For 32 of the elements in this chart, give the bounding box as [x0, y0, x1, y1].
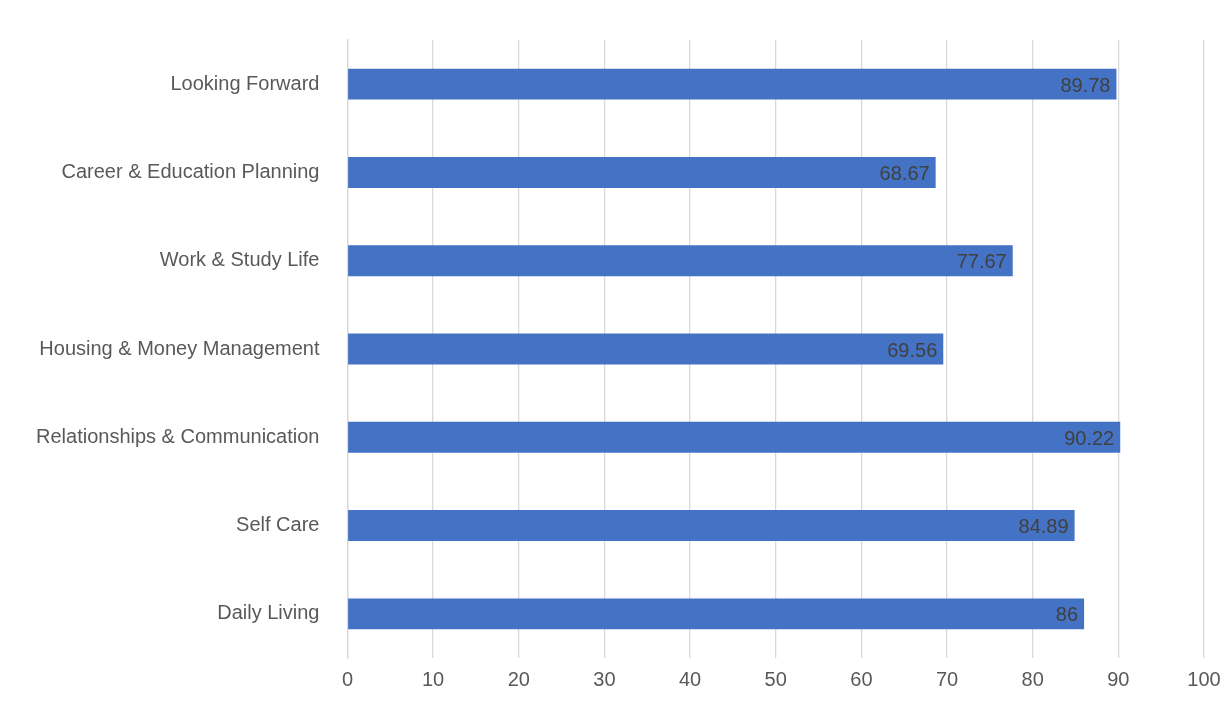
y-tick-label: Daily Living	[217, 601, 320, 624]
data-label: 68.67	[879, 161, 930, 184]
x-tick-label: 20	[507, 667, 530, 690]
x-tick-label: 10	[422, 667, 445, 690]
y-tick-label: Looking Forward	[170, 71, 320, 94]
bar	[348, 333, 944, 365]
data-label: 90.22	[1064, 426, 1115, 449]
y-tick-label: Housing & Money Management	[39, 336, 320, 359]
x-tick-label: 70	[935, 667, 959, 690]
bar	[348, 68, 1117, 100]
data-label: 84.89	[1018, 515, 1069, 538]
y-tick-label: Self Care	[236, 513, 320, 536]
x-tick-label: 50	[764, 667, 787, 690]
bar	[348, 156, 936, 188]
x-tick-label: 90	[1107, 667, 1130, 690]
y-tick-label: Career & Education Planning	[61, 159, 320, 182]
bar	[348, 421, 1121, 453]
bar	[348, 598, 1085, 630]
data-label: 77.67	[956, 250, 1007, 273]
data-label: 86	[1055, 603, 1079, 626]
x-tick-label: 60	[850, 667, 873, 690]
data-label: 89.78	[1060, 73, 1111, 96]
bar	[348, 245, 1013, 277]
data-label: 69.56	[887, 338, 938, 361]
bar	[348, 510, 1075, 542]
x-tick-label: 30	[593, 667, 616, 690]
x-tick-label: 40	[678, 667, 702, 690]
y-tick-label: Relationships & Communication	[36, 424, 320, 447]
y-tick-label: Work & Study Life	[159, 248, 320, 271]
x-tick-label: 80	[1021, 667, 1044, 690]
x-tick-label: 100	[1187, 667, 1221, 690]
x-tick-label: 0	[341, 667, 354, 690]
